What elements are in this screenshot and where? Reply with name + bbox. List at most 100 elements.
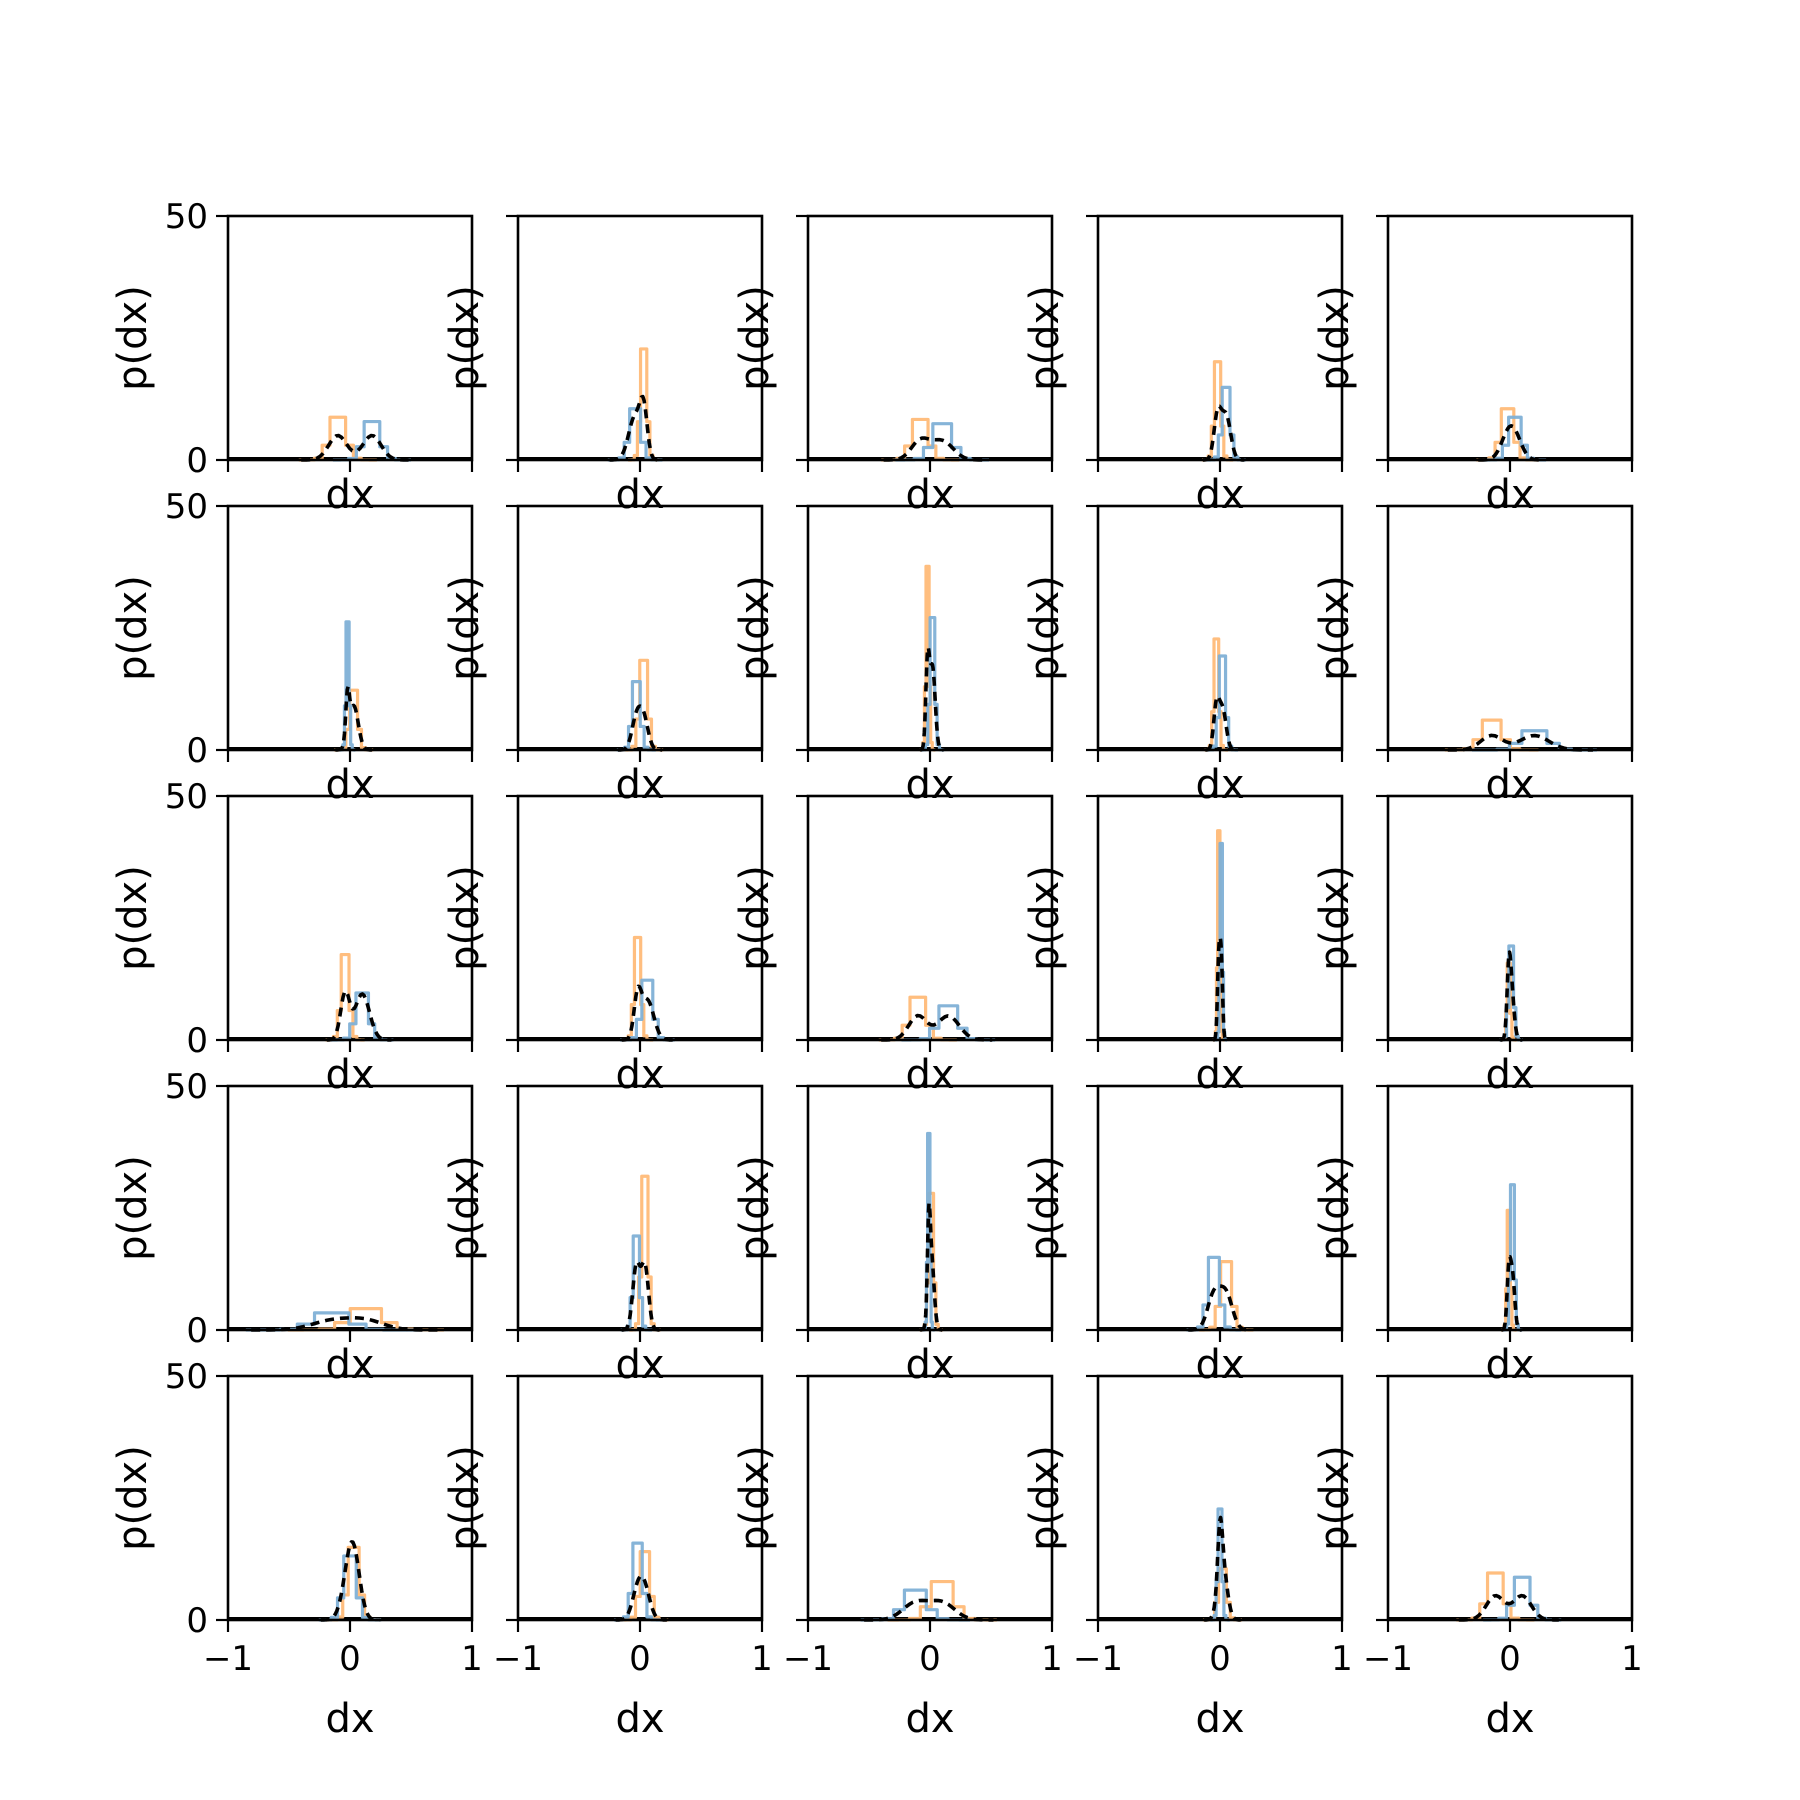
panel-r1-c0: 0 50 dx p(dx) — [110, 487, 474, 808]
y-tick-label: 0 — [186, 1021, 208, 1061]
x-axis-label: dx — [1485, 762, 1534, 808]
panel-r0-c0: 0 50 dx p(dx) — [110, 197, 474, 518]
mixture-dashed-curve — [334, 684, 373, 752]
x-tick-label: 1 — [1621, 1639, 1643, 1679]
panel-r4-c2: −1 0 1 dx p(dx) — [732, 1374, 1063, 1742]
x-axis-label: dx — [615, 472, 664, 518]
y-tick-label: 0 — [186, 731, 208, 771]
x-tick-label: 0 — [629, 1639, 651, 1679]
y-axis-label: p(dx) — [442, 865, 488, 971]
series-b-histogram — [619, 978, 675, 1042]
x-axis-label: dx — [1485, 1052, 1534, 1098]
x-axis-label: dx — [325, 1052, 374, 1098]
x-axis-label: dx — [1195, 1052, 1244, 1098]
panel-r3-c2: dx p(dx) — [732, 1084, 1054, 1388]
panel-r1-c3: dx p(dx) — [1022, 504, 1344, 808]
x-axis-label: dx — [615, 762, 664, 808]
mixture-dashed-curve — [320, 1540, 380, 1622]
x-axis-label: dx — [325, 762, 374, 808]
x-axis-label: dx — [615, 1052, 664, 1098]
panel-r1-c1: dx p(dx) — [442, 504, 764, 808]
panel-r1-c4: dx p(dx) — [1312, 504, 1634, 808]
y-tick-label: 50 — [165, 487, 208, 527]
panel-r1-c2: dx p(dx) — [732, 504, 1054, 808]
axes-frame — [806, 214, 1054, 462]
panel-r2-c3: dx p(dx) — [1022, 794, 1344, 1098]
y-tick-label: 0 — [186, 1601, 208, 1641]
mixture-dashed-curve — [1447, 733, 1593, 752]
x-axis-label: dx — [1195, 1342, 1244, 1388]
panel-r0-c1: dx p(dx) — [442, 214, 764, 518]
mixture-dashed-curve — [620, 1259, 661, 1332]
axes-frame — [806, 794, 1054, 1042]
panel-r3-c3: dx p(dx) — [1022, 1084, 1344, 1388]
mixture-dashed-curve — [1500, 1255, 1523, 1332]
series-a-histogram — [881, 417, 960, 462]
panel-r4-c3: −1 0 1 dx p(dx) — [1022, 1374, 1353, 1742]
y-axis-label: p(dx) — [732, 865, 778, 971]
x-tick-label: −1 — [493, 1639, 543, 1679]
mixture-dashed-curve — [1478, 424, 1545, 462]
mixture-dashed-curve — [1202, 404, 1246, 462]
y-axis-label: p(dx) — [442, 1445, 488, 1551]
x-axis-label: dx — [615, 1696, 664, 1742]
mixture-dashed-curve — [1498, 950, 1524, 1042]
mixture-dashed-curve — [883, 436, 987, 462]
x-axis-label: dx — [325, 1696, 374, 1742]
mixture-dashed-curve — [608, 394, 662, 462]
mixture-dashed-curve — [1203, 1515, 1242, 1622]
y-axis-label: p(dx) — [442, 285, 488, 391]
x-tick-label: −1 — [1073, 1639, 1123, 1679]
panel-r4-c4: −1 0 1 dx p(dx) — [1312, 1374, 1643, 1742]
y-axis-label: p(dx) — [1022, 285, 1068, 391]
series-a-histogram — [326, 1545, 381, 1622]
x-axis-label: dx — [325, 472, 374, 518]
axes-frame — [1386, 504, 1634, 752]
x-axis-label: dx — [905, 762, 954, 808]
y-axis-label: p(dx) — [442, 1155, 488, 1261]
axes-frame — [226, 1084, 474, 1332]
x-axis-label: dx — [1485, 472, 1534, 518]
y-axis-label: p(dx) — [1022, 575, 1068, 681]
y-axis-label: p(dx) — [442, 575, 488, 681]
x-tick-label: 1 — [1041, 1639, 1063, 1679]
x-tick-label: 1 — [751, 1639, 773, 1679]
y-axis-label: p(dx) — [732, 1155, 778, 1261]
mixture-dashed-curve — [617, 704, 663, 752]
y-axis-label: p(dx) — [110, 865, 156, 971]
mixture-dashed-curve — [881, 1013, 993, 1042]
panel-r0-c3: dx p(dx) — [1022, 214, 1344, 518]
x-tick-label: −1 — [203, 1639, 253, 1679]
panel-r2-c0: 0 50 dx p(dx) — [110, 777, 474, 1098]
y-axis-label: p(dx) — [732, 1445, 778, 1551]
y-axis-label: p(dx) — [110, 575, 156, 681]
panel-r3-c4: dx p(dx) — [1312, 1084, 1634, 1388]
x-axis-label: dx — [905, 472, 954, 518]
y-axis-label: p(dx) — [110, 285, 156, 391]
mixture-dashed-curve — [615, 1574, 668, 1622]
series-b-histogram — [1483, 1575, 1562, 1622]
panel-r0-c2: dx p(dx) — [732, 214, 1054, 518]
x-axis-label: dx — [615, 1342, 664, 1388]
axes-frame — [226, 1374, 474, 1622]
x-axis-label: dx — [325, 1342, 374, 1388]
mixture-dashed-curve — [621, 984, 674, 1042]
x-axis-label: dx — [905, 1342, 954, 1388]
panel-r2-c4: dx p(dx) — [1312, 794, 1634, 1098]
x-tick-label: −1 — [783, 1639, 833, 1679]
series-b-histogram — [318, 1554, 382, 1622]
mixture-dashed-curve — [919, 645, 945, 752]
series-b-histogram — [901, 1004, 996, 1042]
y-axis-label: p(dx) — [1312, 1155, 1358, 1261]
x-axis-label: dx — [905, 1696, 954, 1742]
series-b-histogram — [607, 407, 663, 462]
y-tick-label: 0 — [186, 441, 208, 481]
y-axis-label: p(dx) — [1312, 285, 1358, 391]
x-tick-label: 0 — [1209, 1639, 1231, 1679]
panel-r2-c1: dx p(dx) — [442, 794, 764, 1098]
panel-r2-c2: dx p(dx) — [732, 794, 1054, 1098]
x-axis-label: dx — [1195, 472, 1244, 518]
panel-r0-c4: dx p(dx) — [1312, 214, 1634, 518]
